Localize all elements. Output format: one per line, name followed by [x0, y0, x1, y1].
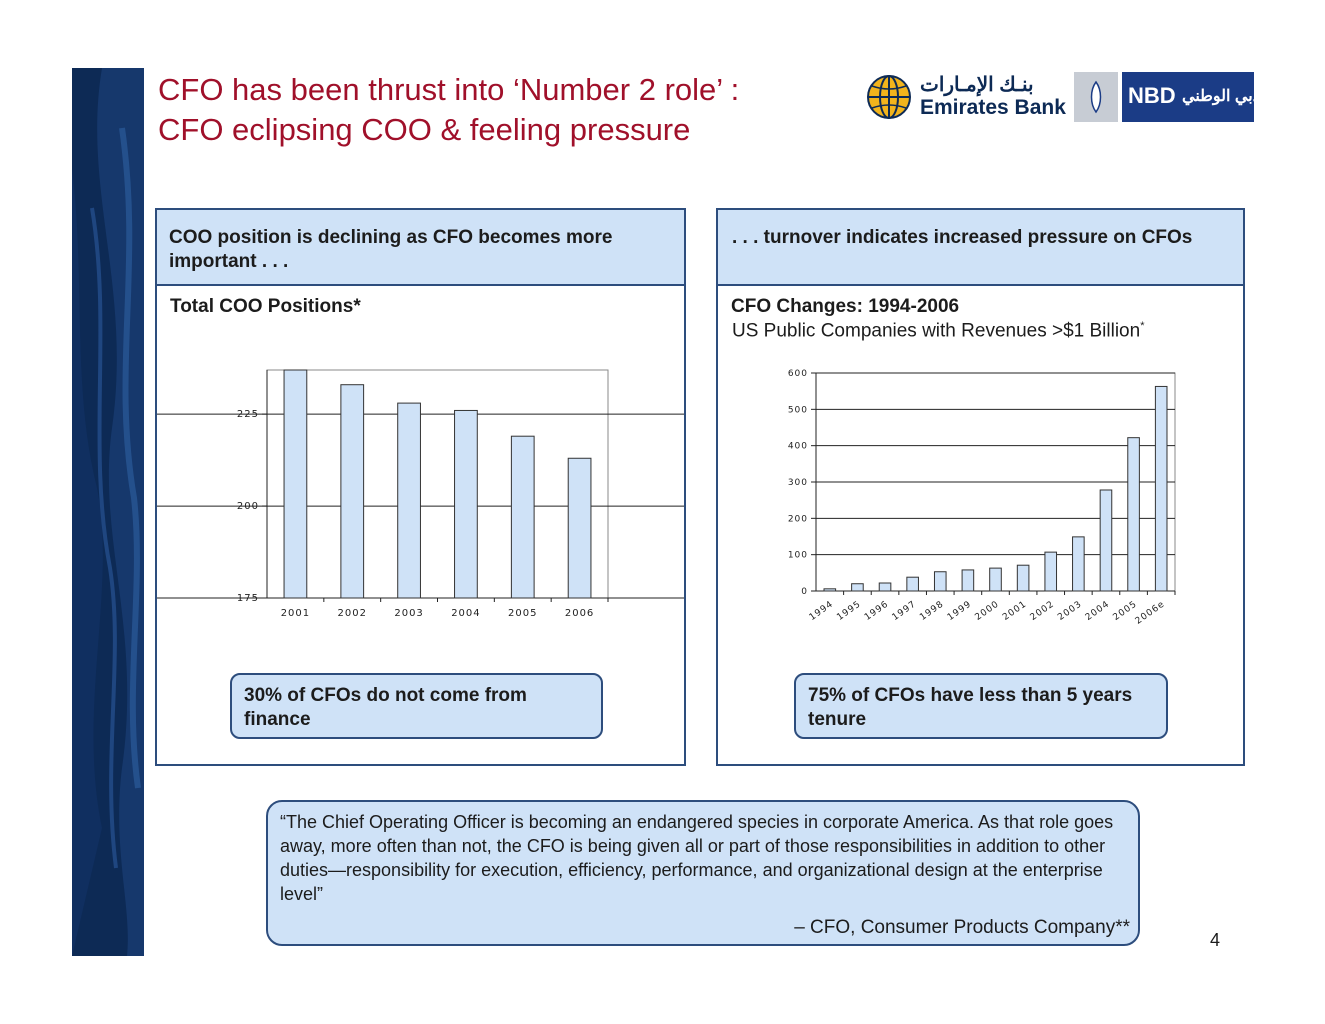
cfo-bar [823, 588, 837, 592]
cfo-bar [1099, 489, 1113, 592]
cfo-finance-callout: 30% of CFOs do not come from finance [230, 673, 603, 739]
cfo-changes-chart: 0 100 200 300 400 500 600 1994 1995 1996 1997 1998 1… [788, 369, 1176, 627]
cfo-xtick-label: 2000 [973, 599, 1001, 623]
cfo-bar [961, 569, 975, 592]
globe-icon [867, 75, 911, 119]
slide-title-line2: CFO eclipsing COO & feeling pressure [158, 112, 691, 147]
cfo-xtick-label: 1998 [918, 599, 946, 623]
coo-xtick-label: 2003 [394, 608, 423, 619]
cfo-xtick-label: 2002 [1029, 599, 1057, 623]
cfo-bar [851, 583, 864, 592]
cfo-xtick-label: 1999 [946, 599, 974, 623]
cfo-chart-title: CFO Changes: 1994-2006 [731, 296, 960, 317]
coo-bar [283, 369, 308, 599]
cfo-panel: . . . turnover indicates increased press… [716, 208, 1245, 766]
coo-bar [454, 409, 478, 599]
cfo-xtick-label: 2003 [1056, 599, 1084, 623]
cfo-xtick-label: 2006e [1134, 599, 1167, 626]
cfo-ytick-label: 500 [788, 405, 808, 415]
cfo-xtick-label: 1995 [835, 599, 863, 623]
cfo-xtick-label: 1997 [891, 599, 919, 623]
coo-ytick-label: 225 [237, 409, 259, 420]
cfo-ytick-label: 0 [801, 587, 808, 597]
nbd-band: NBD بنك دبي الوطني [1122, 72, 1287, 122]
sidebar-swoosh-graphic [72, 68, 144, 956]
quote-attribution-text: – CFO, Consumer Products Company [794, 917, 1116, 938]
coo-plot-area [266, 369, 609, 599]
nbd-arabic-name: بنك دبي الوطني [1182, 88, 1288, 105]
slide-title-line1: CFO has been thrust into ‘Number 2 role’… [158, 72, 740, 107]
cfo-panel-header: . . . turnover indicates increased press… [718, 210, 1243, 286]
cfo-bar [1127, 437, 1140, 592]
cfo-chart-subtitle-mark: * [1140, 320, 1145, 332]
nbd-logo: NBD بنك دبي الوطني [1074, 72, 1287, 122]
cfo-bar [933, 571, 947, 592]
coo-bar [340, 384, 365, 599]
coo-ytick-label: 175 [237, 593, 259, 604]
cfo-bar [1154, 385, 1168, 592]
coo-ytick-label: 200 [237, 501, 259, 512]
cfo-xtick-label: 2001 [1001, 599, 1029, 623]
cfo-chart-subtitle-text: US Public Companies with Revenues >$1 Bi… [732, 320, 1141, 342]
emirates-bank-arabic-name: بنـك الإمـارات [920, 74, 1034, 96]
coo-xtick-label: 2004 [451, 608, 480, 619]
cfo-xtick-label: 1996 [863, 599, 891, 623]
cfo-bar [1044, 551, 1058, 592]
nbd-name: NBD [1128, 83, 1176, 108]
coo-xtick-label: 2001 [281, 608, 310, 619]
decorative-sidebar [72, 68, 144, 956]
cfo-ytick-label: 400 [788, 442, 808, 452]
coo-xtick-label: 2005 [508, 608, 537, 619]
cfo-ytick-label: 300 [788, 478, 808, 488]
cfo-ytick-label: 200 [788, 514, 808, 524]
cfo-xtick-label: 1994 [808, 599, 836, 623]
coo-xtick-label: 2002 [338, 608, 367, 619]
nbd-emblem [1074, 72, 1118, 122]
cfo-bar [906, 576, 919, 592]
coo-bar [510, 435, 535, 599]
page-number: 4 [1210, 930, 1221, 950]
coo-bar [567, 457, 592, 599]
cfo-bar [1016, 564, 1030, 592]
cfo-bar [878, 582, 892, 592]
cfo-tenure-callout: 75% of CFOs have less than 5 years tenur… [794, 673, 1168, 739]
cfo-chart-subtitle: US Public Companies with Revenues >$1 Bi… [732, 320, 1144, 342]
cfo-ytick-label: 600 [788, 369, 808, 379]
coo-xtick-label: 2006 [565, 608, 594, 619]
emirates-bank-logo: بنـك الإمـارات Emirates Bank [866, 72, 1072, 122]
quote-box: “The Chief Operating Officer is becoming… [266, 800, 1140, 946]
coo-bar [397, 402, 421, 599]
emirates-bank-name: Emirates Bank [920, 96, 1066, 119]
coo-chart-title: Total COO Positions* [170, 296, 361, 317]
slide-title: CFO has been thrust into ‘Number 2 role’… [158, 70, 838, 150]
cfo-bar [1072, 536, 1085, 592]
quote-text: “The Chief Operating Officer is becoming… [280, 812, 1114, 904]
coo-panel: COO position is declining as CFO becomes… [155, 208, 686, 766]
nbd-emblem-icon [1090, 80, 1102, 114]
coo-positions-chart: 175 200 225 2001 2002 2003 2004 2005 2006 [157, 369, 684, 619]
quote-attribution: – CFO, Consumer Products Company** [794, 916, 1130, 940]
cfo-xtick-label: 2004 [1084, 599, 1112, 623]
cfo-bar [989, 567, 1002, 592]
coo-panel-header: COO position is declining as CFO becomes… [157, 210, 684, 286]
cfo-ytick-label: 100 [788, 551, 808, 561]
quote-attribution-mark: ** [1115, 917, 1130, 938]
